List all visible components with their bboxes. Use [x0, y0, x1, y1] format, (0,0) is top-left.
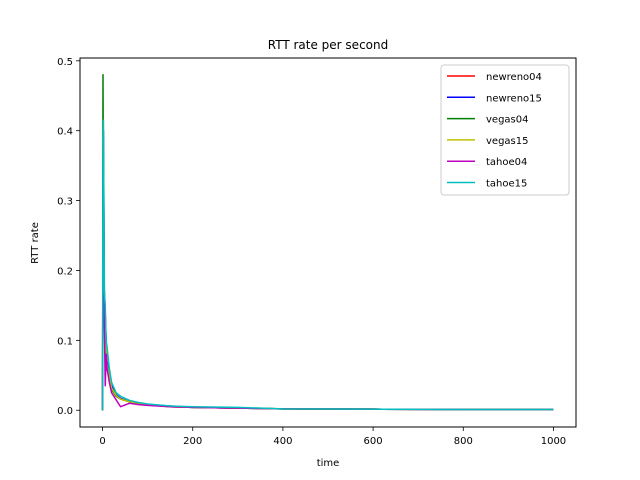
series-line-tahoe15 — [101, 119, 554, 411]
x-tick-label: 1000 — [541, 436, 566, 447]
y-tick-label: 0.5 — [57, 57, 73, 68]
x-tick-label: 800 — [454, 436, 473, 447]
x-tick-label: 600 — [364, 436, 383, 447]
x-axis-label: time — [317, 458, 340, 469]
y-tick-label: 0.1 — [57, 336, 73, 347]
legend-label-tahoe15: tahoe15 — [486, 179, 527, 190]
x-axis-ticks: 0 200 400 600 800 1000 — [99, 427, 566, 447]
legend-items: newreno04 newreno15 vegas04 vegas15 tahoe04 t… — [447, 72, 542, 190]
x-tick-label: 400 — [273, 436, 292, 447]
legend-frame — [440, 64, 570, 196]
legend: newreno04 newreno15 vegas04 vegas15 tahoe04 t… — [440, 64, 570, 196]
y-tick-label: 0.3 — [57, 197, 73, 208]
y-tick-label: 0.4 — [57, 127, 73, 138]
series-layer — [101, 74, 554, 411]
y-axis-ticks: 0.0 0.1 0.2 0.3 0.4 0.5 — [57, 57, 80, 417]
x-tick-label: 200 — [183, 436, 202, 447]
axes-frame — [79, 57, 577, 428]
legend-label-newreno04: newreno04 — [486, 72, 542, 83]
chart-title: RTT rate per second — [268, 38, 388, 52]
legend-label-newreno15: newreno15 — [486, 93, 542, 104]
x-tick-label: 0 — [99, 436, 105, 447]
y-tick-label: 0.0 — [57, 406, 73, 417]
legend-label-vegas04: vegas04 — [486, 115, 528, 126]
y-axis-label: RTT rate — [30, 222, 41, 264]
y-tick-label: 0.2 — [57, 266, 73, 277]
legend-label-tahoe04: tahoe04 — [486, 157, 527, 168]
legend-label-vegas15: vegas15 — [486, 136, 528, 147]
